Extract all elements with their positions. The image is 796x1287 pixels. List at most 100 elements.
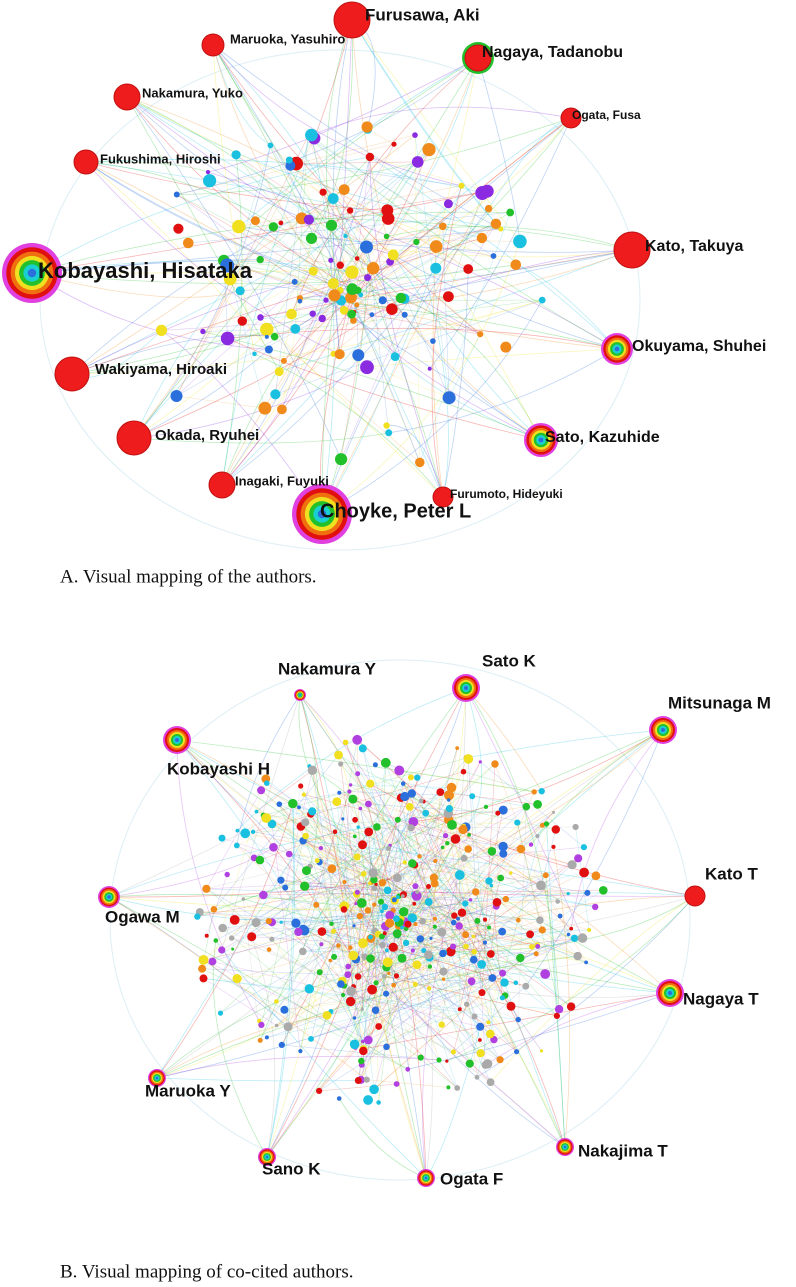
edge: [215, 940, 427, 1179]
minor-node: [445, 841, 450, 846]
minor-node: [388, 942, 398, 952]
minor-node: [433, 858, 438, 864]
minor-node: [433, 916, 437, 921]
edge: [207, 57, 479, 173]
edge: [368, 247, 389, 433]
edge: [351, 19, 502, 230]
edge: [373, 945, 538, 1090]
minor-node: [372, 762, 378, 768]
minor-node: [414, 774, 421, 781]
edge: [420, 800, 532, 845]
edge: [71, 134, 416, 375]
edge: [212, 44, 271, 146]
edge: [362, 748, 461, 1010]
minor-node: [421, 948, 427, 953]
minor-node: [213, 938, 219, 943]
edge: [156, 953, 443, 1079]
edge: [570, 729, 664, 929]
edge: [321, 208, 489, 515]
edge: [259, 831, 336, 861]
minor-node: [309, 310, 316, 317]
edge: [356, 212, 511, 306]
minor-node: [380, 909, 384, 914]
minor-node: [552, 810, 556, 814]
minor-node: [422, 809, 430, 817]
edge: [303, 794, 573, 865]
edge: [256, 811, 569, 894]
minor-node: [430, 879, 439, 888]
minor-node: [265, 918, 272, 925]
minor-node: [255, 855, 265, 865]
edge: [344, 249, 633, 311]
minor-node: [341, 992, 346, 998]
minor-node: [218, 946, 226, 954]
edge: [263, 815, 364, 875]
edge: [235, 154, 369, 248]
edge: [276, 872, 585, 1026]
edge: [356, 156, 371, 259]
minor-node: [202, 884, 211, 893]
edge: [334, 236, 387, 296]
edge: [209, 180, 341, 291]
edge: [467, 223, 497, 270]
node-label: Kobayashi H: [167, 759, 270, 778]
node-label: Maruoka Y: [145, 1081, 231, 1100]
minor-node: [490, 253, 497, 259]
minor-node: [203, 174, 217, 188]
edge: [397, 842, 448, 879]
edge: [363, 884, 377, 1050]
edge: [108, 896, 409, 1070]
minor-node: [316, 1087, 323, 1094]
edge: [356, 304, 359, 356]
edge: [494, 763, 518, 823]
edge: [525, 729, 664, 987]
edge: [510, 1006, 560, 1010]
minor-node: [490, 218, 502, 229]
edge: [283, 117, 572, 362]
minor-node: [328, 289, 341, 302]
edge: [206, 874, 228, 936]
minor-node: [336, 1096, 342, 1101]
edge: [339, 792, 542, 886]
edge: [361, 966, 431, 1066]
minor-node: [352, 349, 365, 362]
edge: [473, 858, 579, 937]
minor-node: [327, 278, 339, 289]
minor-node: [349, 1039, 360, 1050]
edge: [334, 831, 364, 1052]
edge: [363, 748, 458, 1052]
minor-node: [463, 943, 469, 950]
minor-node: [367, 984, 377, 995]
edge: [350, 297, 444, 498]
minor-node: [418, 798, 424, 804]
edge: [321, 918, 436, 932]
edge: [330, 260, 340, 355]
minor-node: [366, 954, 375, 963]
edge: [339, 792, 359, 977]
minor-node: [247, 932, 257, 942]
minor-node: [475, 186, 490, 200]
minor-node: [445, 805, 453, 813]
minor-node: [506, 208, 515, 217]
minor-node: [354, 889, 360, 895]
edge: [259, 687, 467, 1041]
edge: [446, 1039, 481, 1062]
minor-node: [515, 1016, 521, 1023]
edge: [108, 803, 294, 898]
edge: [156, 1077, 359, 1082]
edge: [318, 915, 455, 1092]
minor-node: [498, 226, 504, 232]
edge: [266, 842, 448, 1038]
minor-node: [441, 977, 446, 981]
edge: [176, 739, 535, 793]
edge: [386, 425, 444, 498]
edge: [373, 872, 516, 984]
minor-node: [356, 898, 367, 908]
minor-node: [194, 913, 201, 920]
node: [464, 44, 492, 72]
minor-node: [408, 817, 419, 827]
minor-node: [412, 132, 418, 138]
edge: [376, 826, 521, 850]
edge: [201, 968, 408, 1070]
